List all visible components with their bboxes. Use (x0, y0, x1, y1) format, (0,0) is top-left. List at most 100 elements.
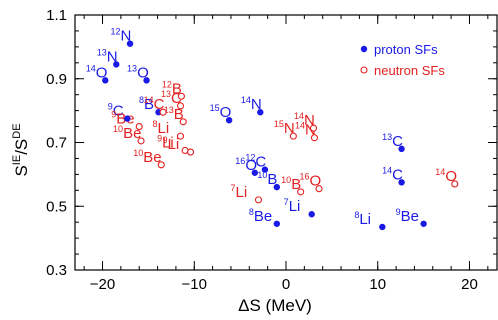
mass-number: 9 (111, 110, 116, 120)
neutron-point-label: 14N (295, 121, 316, 139)
proton-point-label: 9C (108, 102, 124, 120)
proton-sf-point (398, 179, 405, 186)
y-axis-title: SIE/SDE (11, 123, 31, 176)
legend-neutron-marker (360, 66, 368, 74)
y-tick-label: 0.9 (46, 71, 67, 88)
neutron-sf-point (297, 188, 305, 196)
mass-number: 15 (274, 119, 284, 129)
neutron-sf-point (157, 161, 165, 169)
mass-number: 14 (435, 167, 445, 177)
proton-sf-point (143, 77, 150, 84)
proton-sf-point (102, 77, 109, 84)
neutron-sf-point (315, 185, 323, 193)
proton-point-label: 14N (241, 95, 262, 113)
element-symbol: B (174, 106, 184, 123)
element-symbol: B (172, 80, 182, 97)
legend-neutron-label: neutron SFs (374, 63, 445, 78)
element-symbol: Li (289, 198, 301, 215)
proton-point-label: 13N (97, 47, 118, 65)
neutron-sf-point (137, 137, 145, 145)
neutron-sf-point (451, 180, 459, 188)
mass-number: 10 (281, 175, 291, 185)
legend-proton-label: proton SFs (374, 42, 438, 57)
mass-number: 10 (133, 148, 143, 158)
element-symbol: N (284, 120, 295, 137)
x-tick-label: 10 (369, 276, 386, 293)
proton-point-label: 12N (111, 27, 132, 45)
neutron-sf-point (177, 92, 185, 100)
element-symbol: Li (235, 184, 247, 201)
mass-number: 14 (144, 95, 154, 105)
mass-number: 16 (235, 156, 245, 166)
proton-sf-point (261, 166, 269, 173)
proton-point-label: 7Li (284, 197, 301, 215)
x-axis-title: ΔS (MeV) (238, 296, 312, 315)
mass-number: 14 (382, 165, 392, 175)
mass-number: 13 (161, 89, 171, 99)
neutron-sf-point (187, 148, 195, 156)
mass-number: 9 (108, 102, 113, 112)
proton-sf-point (251, 169, 259, 176)
proton-sf-point (124, 115, 131, 122)
mass-number: 7 (284, 197, 289, 207)
element-symbol: C (392, 133, 403, 150)
element-symbol: C (171, 90, 182, 107)
element-symbol: B (291, 176, 301, 193)
element-symbol: Li (359, 211, 371, 228)
proton-point-label: 8Li (354, 210, 371, 228)
neutron-point-label: 12B (162, 79, 182, 97)
proton-sf-point (257, 109, 264, 116)
mass-number: 13 (127, 63, 137, 73)
proton-sf-point (126, 40, 134, 47)
neutron-point-label: 8Li (153, 119, 170, 137)
neutron-sf-point (176, 132, 185, 140)
element-symbol: C (392, 166, 403, 183)
neutron-sf-point (309, 124, 318, 132)
element-symbol: Li (162, 134, 174, 151)
neutron-sf-point (176, 102, 185, 110)
proton-point-label: 16O (235, 156, 257, 174)
element-symbol: O (445, 168, 457, 185)
element-symbol: Li (158, 120, 170, 137)
element-symbol: Be (143, 149, 161, 166)
neutron-point-label: 13C (161, 89, 182, 107)
neutron-point-label: 10B (281, 175, 301, 193)
mass-number: 14 (294, 111, 304, 121)
proton-point-label: 12C (245, 153, 266, 171)
mass-number: 14 (241, 95, 251, 105)
neutron-sf-point (135, 123, 143, 131)
x-tick-label: −10 (182, 276, 207, 293)
mass-number: 12 (111, 27, 121, 37)
x-tick-label: 20 (461, 276, 478, 293)
neutron-point-label: 13B (164, 105, 184, 123)
neutron-sf-point (179, 118, 187, 126)
element-symbol: O (220, 104, 232, 121)
neutron-point-label: 9Li (157, 133, 174, 151)
ticks-layer: −20 −10 0 10 20 0.3 0.5 0.7 0.9 1.1 (46, 7, 497, 293)
element-symbol: O (245, 157, 257, 174)
y-tick-label: 0.7 (46, 135, 67, 152)
element-symbol: C (154, 96, 165, 113)
proton-point-label: 13O (127, 63, 149, 81)
y-tick-label: 1.1 (46, 7, 67, 24)
legend: proton SFs neutron SFs (360, 42, 445, 78)
neutron-point-label: 14C (144, 95, 165, 113)
element-symbol: O (137, 64, 149, 81)
element-symbol: N (305, 122, 316, 139)
mass-number: 8 (153, 119, 158, 129)
y-tick-label: 0.3 (46, 262, 67, 279)
x-tick-label: −20 (90, 276, 115, 293)
element-symbol: C (113, 103, 124, 120)
mass-number: 7 (230, 183, 235, 193)
points-layer (102, 40, 459, 231)
proton-point-label: 13C (382, 132, 403, 150)
proton-point-label: 10B (257, 170, 277, 188)
mass-number: 9 (396, 207, 401, 217)
proton-sf-point (308, 211, 315, 218)
y-tick-label: 0.5 (46, 198, 67, 215)
element-symbol: B (267, 171, 277, 188)
proton-point-label: 8B (139, 95, 154, 113)
mass-number: 12 (245, 153, 255, 163)
